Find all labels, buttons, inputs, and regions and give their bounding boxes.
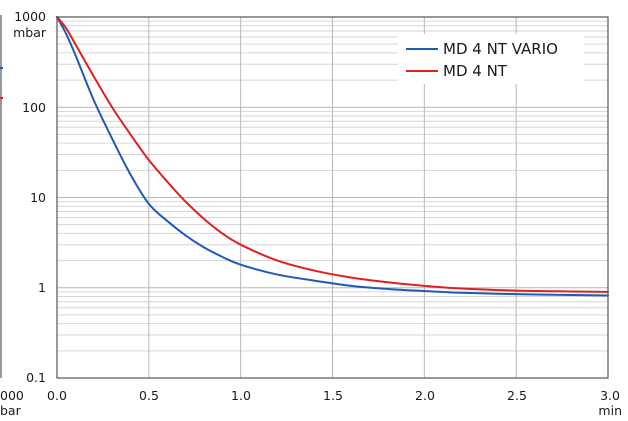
plot-frame xyxy=(56,16,609,379)
y-tick-label-100: 100 xyxy=(22,100,46,115)
x-axis: 0.0 0.5 1.0 1.5 2.0 2.5 3.0 min xyxy=(47,388,622,418)
x-tick-label-1-5: 1.5 xyxy=(323,388,343,403)
x-axis-unit: min xyxy=(598,403,622,418)
legend-label-md4nt-vario: MD 4 NT VARIO xyxy=(443,40,558,58)
legend-box xyxy=(398,34,584,84)
y-tick-label-10: 10 xyxy=(30,190,46,205)
y-axis-unit: mbar xyxy=(13,25,47,40)
series-line-md4nt-vario xyxy=(56,16,609,297)
x-tick-label-0-0: 0.0 xyxy=(47,388,67,403)
x-tick-label-0-5: 0.5 xyxy=(139,388,159,403)
y-tick-label-1: 1 xyxy=(38,280,46,295)
x-tick-label-1-0: 1.0 xyxy=(231,388,251,403)
series-line-md4nt xyxy=(56,16,609,293)
left-edge-label-bottom: bar xyxy=(0,403,22,418)
x-tick-label-2-0: 2.0 xyxy=(415,388,435,403)
left-edge-label-top: 000 xyxy=(0,388,24,403)
y-tick-label-0-1: 0.1 xyxy=(26,370,46,385)
legend-label-md4nt: MD 4 NT xyxy=(443,62,508,80)
x-tick-label-2-5: 2.5 xyxy=(507,388,527,403)
y-tick-label-1000: 1000 xyxy=(14,9,46,24)
legend: MD 4 NT VARIO MD 4 NT xyxy=(398,34,584,84)
x-tick-label-3-0: 3.0 xyxy=(600,388,620,403)
y-axis: 1000 mbar 100 10 1 0.1 xyxy=(13,9,47,385)
